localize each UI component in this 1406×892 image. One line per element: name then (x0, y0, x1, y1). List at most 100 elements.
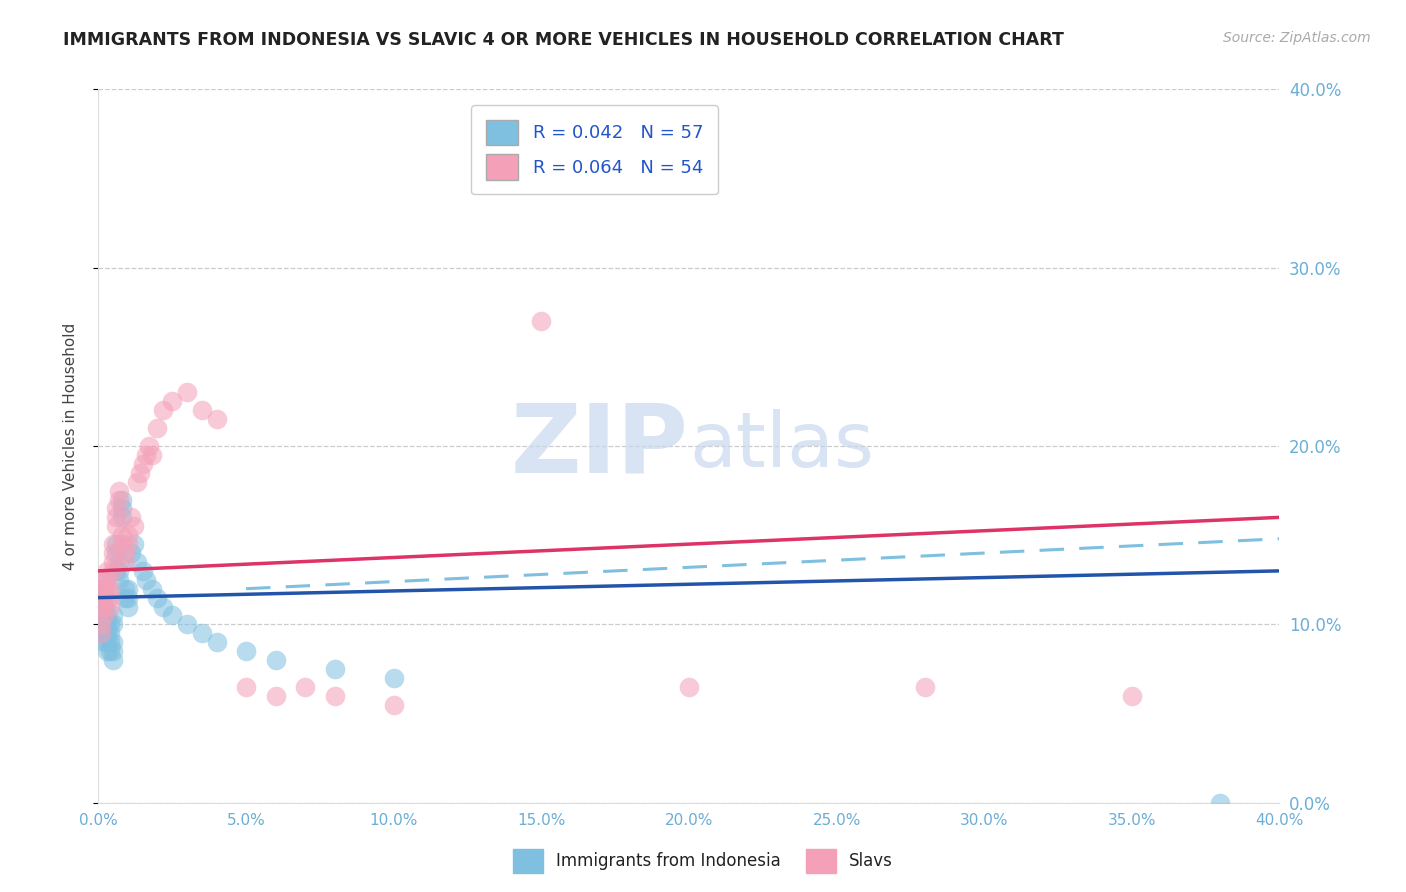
Point (117, 591, 139, 605)
Point (103, 635, 125, 649)
Point (90, 626, 112, 640)
Point (90, 626, 112, 640)
Point (93, 573, 115, 587)
Point (108, 555, 131, 569)
Point (105, 510, 128, 524)
Point (93, 626, 115, 640)
Point (103, 564, 125, 578)
Point (93, 635, 115, 649)
Point (264, 689, 287, 703)
Point (191, 626, 214, 640)
Point (235, 680, 257, 694)
Point (105, 537, 128, 551)
Legend: R = 0.042   N = 57, R = 0.064   N = 54: R = 0.042 N = 57, R = 0.064 N = 54 (471, 105, 717, 194)
Point (114, 546, 136, 560)
Point (96, 644, 118, 658)
Point (382, 671, 405, 685)
Point (108, 483, 131, 498)
Point (93, 599, 115, 614)
Text: ZIP: ZIP (510, 400, 689, 492)
Point (114, 555, 136, 569)
Point (98, 617, 121, 632)
Point (1121, 689, 1143, 703)
Point (98, 635, 121, 649)
Text: IMMIGRANTS FROM INDONESIA VS SLAVIC 4 OR MORE VEHICLES IN HOUSEHOLD CORRELATION : IMMIGRANTS FROM INDONESIA VS SLAVIC 4 OR… (63, 31, 1064, 49)
Point (103, 555, 125, 569)
Point (132, 457, 155, 471)
Point (90, 591, 112, 605)
Legend: Immigrants from Indonesia, Slavs: Immigrants from Indonesia, Slavs (506, 842, 900, 880)
Point (103, 537, 125, 551)
Point (117, 537, 139, 551)
Point (90, 617, 112, 632)
Point (235, 644, 257, 658)
Point (108, 573, 131, 587)
Point (1209, 796, 1232, 810)
Point (128, 466, 150, 480)
Point (205, 635, 228, 649)
Point (122, 537, 145, 551)
Point (108, 492, 131, 507)
Point (111, 492, 134, 507)
Point (678, 680, 700, 694)
Point (141, 582, 163, 596)
Point (90, 599, 112, 614)
Point (105, 546, 128, 560)
Point (146, 591, 169, 605)
Point (90, 582, 112, 596)
Point (98, 626, 121, 640)
Point (120, 546, 142, 560)
Point (103, 617, 125, 632)
Point (323, 689, 346, 703)
Point (93, 608, 115, 623)
Point (914, 680, 936, 694)
Point (103, 546, 125, 560)
Point (125, 475, 148, 489)
Point (146, 421, 169, 435)
Point (103, 608, 125, 623)
Point (114, 591, 136, 605)
Point (264, 653, 287, 667)
Point (103, 644, 125, 658)
Point (96, 635, 118, 649)
Point (117, 599, 139, 614)
Point (125, 555, 148, 569)
Point (382, 698, 405, 712)
Point (103, 653, 125, 667)
Point (90, 582, 112, 596)
Point (117, 582, 139, 596)
Text: Source: ZipAtlas.com: Source: ZipAtlas.com (1223, 31, 1371, 45)
Point (93, 617, 115, 632)
Point (93, 591, 115, 605)
Point (96, 564, 118, 578)
Point (105, 519, 128, 533)
Point (191, 403, 214, 417)
Point (294, 680, 316, 694)
Point (132, 564, 155, 578)
Point (96, 626, 118, 640)
Point (96, 582, 118, 596)
Point (96, 573, 118, 587)
Point (98, 582, 121, 596)
Point (135, 448, 157, 462)
Point (176, 385, 198, 400)
Point (135, 573, 157, 587)
Point (530, 314, 553, 328)
Point (90, 591, 112, 605)
Point (98, 591, 121, 605)
Point (98, 599, 121, 614)
Point (111, 510, 134, 524)
Text: atlas: atlas (689, 409, 873, 483)
Point (114, 582, 136, 596)
Point (111, 501, 134, 516)
Point (111, 537, 134, 551)
Point (117, 528, 139, 542)
Point (162, 394, 183, 409)
Point (138, 439, 160, 453)
Point (111, 528, 134, 542)
Point (93, 582, 115, 596)
Point (90, 573, 112, 587)
Point (98, 644, 121, 658)
Point (93, 608, 115, 623)
Point (96, 591, 118, 605)
